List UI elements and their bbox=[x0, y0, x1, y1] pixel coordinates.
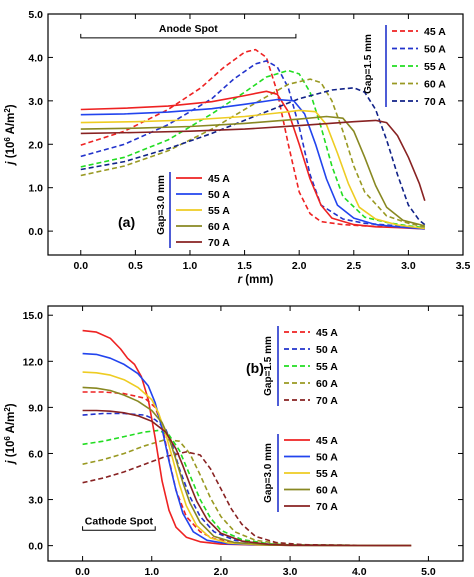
x-tick-label: 1.0 bbox=[183, 260, 198, 272]
legend-entry-label: 45 A bbox=[208, 173, 230, 185]
x-tick-label: 3.5 bbox=[456, 260, 471, 272]
annotation-bracket bbox=[82, 526, 156, 531]
legend-entry-label: 50 A bbox=[316, 452, 338, 464]
y-tick-label: 15.0 bbox=[23, 310, 44, 322]
legend-entry-label: 70 A bbox=[424, 96, 446, 108]
series-line-70a-gap-3_0 bbox=[80, 119, 426, 201]
y-tick-label: 6.0 bbox=[28, 448, 43, 460]
x-tick-label: 1.5 bbox=[237, 260, 252, 272]
y-tick-label: 3.0 bbox=[28, 96, 43, 108]
x-tick-label: 4.0 bbox=[352, 566, 367, 577]
legend-entry-label: 55 A bbox=[208, 205, 230, 217]
series-line-50a-gap-3_0 bbox=[80, 98, 425, 230]
legend-entry-label: 50 A bbox=[424, 44, 446, 56]
x-tick-label: 0.0 bbox=[75, 566, 90, 577]
series-line-70a-gap-1_5 bbox=[80, 87, 426, 226]
chart-panel-b: 0.01.02.03.04.05.00.03.06.09.012.015.0r … bbox=[3, 305, 464, 577]
legend-entry-label: 60 A bbox=[424, 79, 446, 91]
legend-entry-label: 60 A bbox=[316, 485, 338, 497]
legend-entry-label: 50 A bbox=[316, 344, 338, 356]
x-tick-label: 2.0 bbox=[292, 260, 307, 272]
legend-gap-label: Gap=1.5 mm bbox=[263, 336, 274, 396]
y-tick-label: 0.0 bbox=[28, 541, 43, 553]
y-tick-label: 4.0 bbox=[28, 52, 43, 64]
y-tick-label: 3.0 bbox=[28, 495, 43, 507]
x-axis-label: r (mm) bbox=[238, 274, 274, 286]
series-line-60a-gap-3_0 bbox=[80, 115, 425, 227]
legend-entry-label: 60 A bbox=[316, 378, 338, 390]
chart-panel-a: 0.0 0.5 1.0 1.5 2.0 2.5 3.0 3.5 0.0 1.0 2.0 3.0 4.0 5… bbox=[3, 9, 470, 286]
x-tick-label: 0.0 bbox=[73, 260, 88, 272]
legend-entry-label: 70 A bbox=[208, 237, 230, 249]
legend-entry-label: 45 A bbox=[424, 26, 446, 38]
legend-entry-label: 55 A bbox=[424, 61, 446, 73]
legend-entry-label: 50 A bbox=[208, 189, 230, 201]
x-tick-label: 1.0 bbox=[144, 566, 159, 577]
y-tick-label: 12.0 bbox=[23, 356, 44, 368]
annotation-label: Anode Spot bbox=[159, 23, 218, 35]
series-line-70a-gap-3_0 bbox=[82, 409, 412, 547]
series-line-55a-gap-3_0 bbox=[80, 109, 425, 230]
y-tick-label: 1.0 bbox=[28, 183, 43, 195]
x-tick-label: 3.0 bbox=[283, 566, 298, 577]
annotation-bracket bbox=[80, 33, 297, 39]
legend-entry-label: 60 A bbox=[208, 221, 230, 233]
y-tick-label: 5.0 bbox=[28, 9, 43, 21]
legend-entry-label: 55 A bbox=[316, 468, 338, 480]
plot-frame bbox=[47, 13, 464, 256]
x-tick-label: 3.0 bbox=[401, 260, 416, 272]
legend-gap-3-0: Gap=3.0 mm 45 A 50 A 55 A 60 A 70 A bbox=[263, 434, 338, 513]
y-tick-label: 2.0 bbox=[28, 139, 43, 151]
series-line-45a-gap-3_0 bbox=[80, 90, 425, 230]
legend-gap-label: Gap=3.0 mm bbox=[156, 175, 167, 235]
legend-gap-3-0: Gap=3.0 mm 45 A 50 A 55 A 60 A 70 A bbox=[156, 172, 230, 249]
legend-entry-label: 45 A bbox=[316, 327, 338, 339]
y-tick-label: 0.0 bbox=[28, 226, 43, 238]
x-tick-label: 0.5 bbox=[128, 260, 143, 272]
y-tick-label: 9.0 bbox=[28, 402, 43, 414]
y-axis-label: j (106 A/m2) bbox=[3, 403, 17, 465]
legend-gap-1-5: Gap=1.5 mm 45 A 50 A 55 A 60 A 70 A bbox=[363, 25, 446, 108]
panel-label: (a) bbox=[118, 214, 135, 230]
series-line-60a-gap-1_5 bbox=[80, 78, 425, 228]
annotation-label: Cathode Spot bbox=[85, 515, 154, 527]
legend-entry-label: 45 A bbox=[316, 435, 338, 447]
legend-entry-label: 70 A bbox=[316, 501, 338, 513]
legend-gap-1-5: Gap=1.5 mm 45 A 50 A 55 A 60 A 70 A bbox=[263, 326, 338, 407]
legend-gap-label: Gap=1.5 mm bbox=[363, 34, 374, 94]
x-tick-label: 5.0 bbox=[421, 566, 436, 577]
legend-entry-label: 70 A bbox=[316, 395, 338, 407]
y-axis-label: j (106 A/m2) bbox=[3, 104, 17, 166]
legend-entry-label: 55 A bbox=[316, 361, 338, 373]
x-tick-label: 2.0 bbox=[214, 566, 229, 577]
legend-gap-label: Gap=3.0 mm bbox=[263, 443, 274, 503]
plot-frame bbox=[47, 305, 464, 562]
x-tick-label: 2.5 bbox=[346, 260, 361, 272]
series-line-70a-gap-1_5 bbox=[82, 451, 412, 547]
panel-label: (b) bbox=[246, 360, 264, 376]
